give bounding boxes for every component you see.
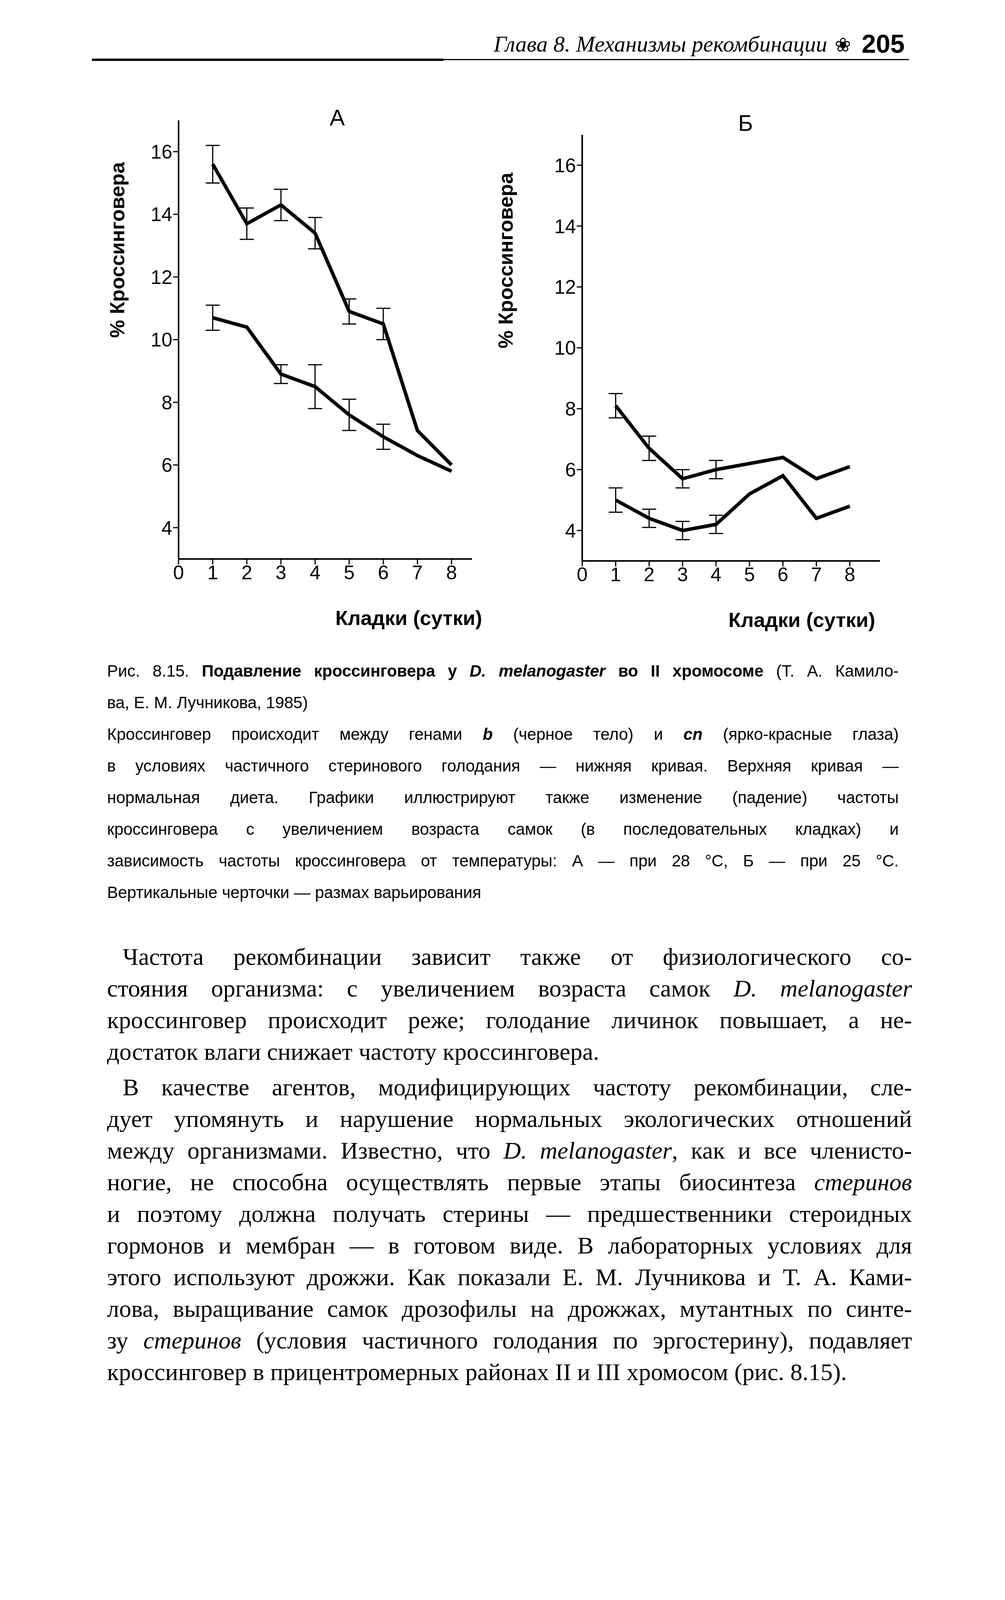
html-text:ногие, не способна осуществлят: ногие, не способна осуществлять первые э… — [107, 1169, 913, 1196]
html-text:зависимость частоты кроссингов: зависимость частоты кроссинговера от тем… — [107, 851, 899, 871]
html-text:стояния организма: с увеличени: стояния организма: с увеличением возраст… — [107, 975, 913, 1002]
html-text:ва, Е. М. Лучникова, 1985): ва, Е. М. Лучникова, 1985) — [107, 693, 308, 712]
html-text:этого используют дрожжи. Как п: этого используют дрожжи. Как показали Е.… — [107, 1264, 913, 1291]
html-text:в условиях частичного стеринов: в условиях частичного стеринового голода… — [107, 756, 899, 776]
svg-text:6: 6 — [377, 561, 389, 584]
svg-text:0: 0 — [173, 561, 185, 584]
svg-text:6: 6 — [565, 459, 576, 482]
svg-text:1: 1 — [207, 561, 219, 584]
svg-text:10: 10 — [150, 329, 173, 351]
html-text:лова, выращивание самок дрозоф: лова, выращивание самок дрозофилы на дро… — [107, 1295, 913, 1323]
html-text:Кладки (сутки): Кладки (сутки) — [728, 608, 876, 632]
svg-text:2: 2 — [643, 563, 655, 586]
html-text:% Кроссинговера: % Кроссинговера — [494, 172, 517, 349]
html-text:Вертикальные черточки — размах: Вертикальные черточки — размах варьирова… — [107, 883, 482, 902]
svg-text:3: 3 — [275, 561, 287, 584]
html-text:% Кроссинговера: % Кроссинговера — [105, 162, 129, 339]
svg-text:8: 8 — [446, 561, 458, 584]
html-text:зу стеринов (условия частичног: зу стеринов (условия частичного голодани… — [107, 1327, 913, 1354]
svg-text:12: 12 — [150, 266, 173, 289]
html-text:кроссинговер происходит реже;: кроссинговер происходит реже; голодание … — [107, 1006, 913, 1034]
html-text:кроссинговера с увеличением во: кроссинговера с увеличением возраста сам… — [107, 820, 899, 839]
html-text:А: А — [329, 104, 345, 130]
svg-text:14: 14 — [554, 215, 576, 238]
html-text:Кроссинговер происходит между: Кроссинговер происходит между генами b (… — [107, 725, 899, 744]
html-text:кроссинговер в прицентромерных: кроссинговер в прицентромерных районах I… — [107, 1359, 847, 1386]
svg-text:6: 6 — [777, 563, 789, 586]
html-text:гормонов и мембран — в готовом: гормонов и мембран — в готовом виде. В л… — [107, 1232, 913, 1259]
html-text:Частота рекомбинации зависит т: Частота рекомбинации зависит также от фи… — [122, 943, 913, 971]
svg-text:2: 2 — [241, 561, 253, 584]
html-text:нормальная диета. Графики иллю: нормальная диета. Графики иллюстрируют т… — [107, 788, 899, 807]
html-text:достаток влаги снижает частоту: достаток влаги снижает частоту кроссинго… — [107, 1038, 600, 1066]
svg-text:6: 6 — [161, 454, 173, 477]
svg-text:8: 8 — [844, 563, 856, 586]
svg-text:0: 0 — [576, 563, 588, 586]
svg-text:12: 12 — [554, 276, 576, 299]
svg-text:16: 16 — [554, 154, 576, 177]
html-text:Рис. 8.15. Подавление кроссинг: Рис. 8.15. Подавление кроссинговера у D.… — [107, 661, 899, 681]
svg-text:4: 4 — [565, 520, 576, 542]
svg-text:8: 8 — [161, 391, 173, 414]
html-text:В качестве агентов, модифициру: В качестве агентов, модифицирующих часто… — [122, 1074, 913, 1101]
svg-text:16: 16 — [150, 141, 173, 163]
html-text:между организмами. Известно, ч: между организмами. Известно, что D. mela… — [107, 1137, 913, 1165]
html-text:Б: Б — [738, 109, 753, 136]
svg-text:10: 10 — [554, 337, 576, 360]
svg-text:7: 7 — [411, 561, 423, 584]
svg-text:4: 4 — [309, 561, 321, 584]
svg-text:14: 14 — [150, 203, 173, 226]
svg-text:1: 1 — [610, 563, 622, 586]
html-text:Кладки (сутки): Кладки (сутки) — [335, 606, 483, 630]
html-text:дует упомянуть и нарушение нор: дует упомянуть и нарушение нормальных эк… — [107, 1105, 913, 1133]
svg-text:8: 8 — [565, 398, 576, 421]
svg-text:5: 5 — [343, 561, 355, 584]
html-text:Глава 8. Механизмы рекомбинаци: Глава 8. Механизмы рекомбинации ❀ 205 — [493, 29, 905, 59]
svg-text:5: 5 — [743, 563, 755, 586]
svg-text:4: 4 — [161, 517, 173, 540]
svg-text:4: 4 — [710, 563, 722, 586]
svg-text:3: 3 — [677, 563, 689, 586]
html-text:и поэтому должна получать стер: и поэтому должна получать стерины — пред… — [107, 1200, 913, 1228]
svg-text:7: 7 — [810, 563, 822, 586]
